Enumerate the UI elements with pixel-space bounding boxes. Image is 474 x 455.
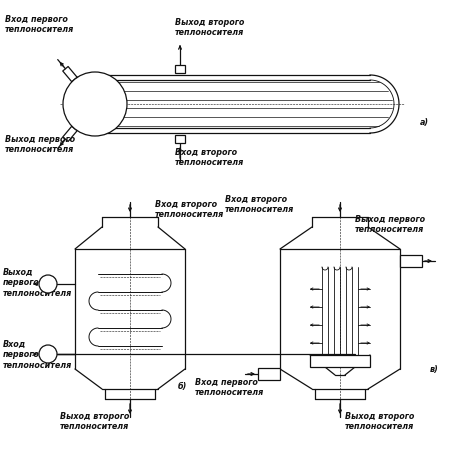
- Text: Вход первого
теплоносителя: Вход первого теплоносителя: [195, 377, 264, 396]
- Text: Выход второго
теплоносителя: Выход второго теплоносителя: [60, 411, 129, 430]
- Text: в): в): [430, 364, 439, 373]
- Text: Вход первого
теплоносителя: Вход первого теплоносителя: [5, 15, 74, 34]
- Text: Вход
первого
теплоносителя: Вход первого теплоносителя: [3, 339, 72, 369]
- Bar: [175, 136, 185, 144]
- Text: б): б): [178, 381, 187, 390]
- Text: Выход
первого
теплоносителя: Выход первого теплоносителя: [3, 268, 72, 297]
- Circle shape: [39, 345, 57, 363]
- Text: Вход второго
теплоносителя: Вход второго теплоносителя: [225, 195, 294, 214]
- Circle shape: [63, 73, 127, 136]
- Bar: [175, 66, 185, 74]
- Text: Выход первого
теплоносителя: Выход первого теплоносителя: [355, 214, 425, 234]
- Text: Выход второго
теплоносителя: Выход второго теплоносителя: [345, 411, 414, 430]
- Bar: [258, 368, 280, 380]
- Bar: [310, 355, 370, 367]
- Text: а): а): [420, 118, 429, 127]
- Text: Выход первого
теплоносителя: Выход первого теплоносителя: [5, 135, 75, 154]
- Circle shape: [39, 275, 57, 293]
- Bar: [400, 255, 422, 268]
- Text: Выход второго
теплоносителя: Выход второго теплоносителя: [175, 18, 245, 37]
- Text: Вход второго
теплоносителя: Вход второго теплоносителя: [175, 148, 244, 167]
- Text: Вход второго
теплоносителя: Вход второго теплоносителя: [155, 200, 224, 219]
